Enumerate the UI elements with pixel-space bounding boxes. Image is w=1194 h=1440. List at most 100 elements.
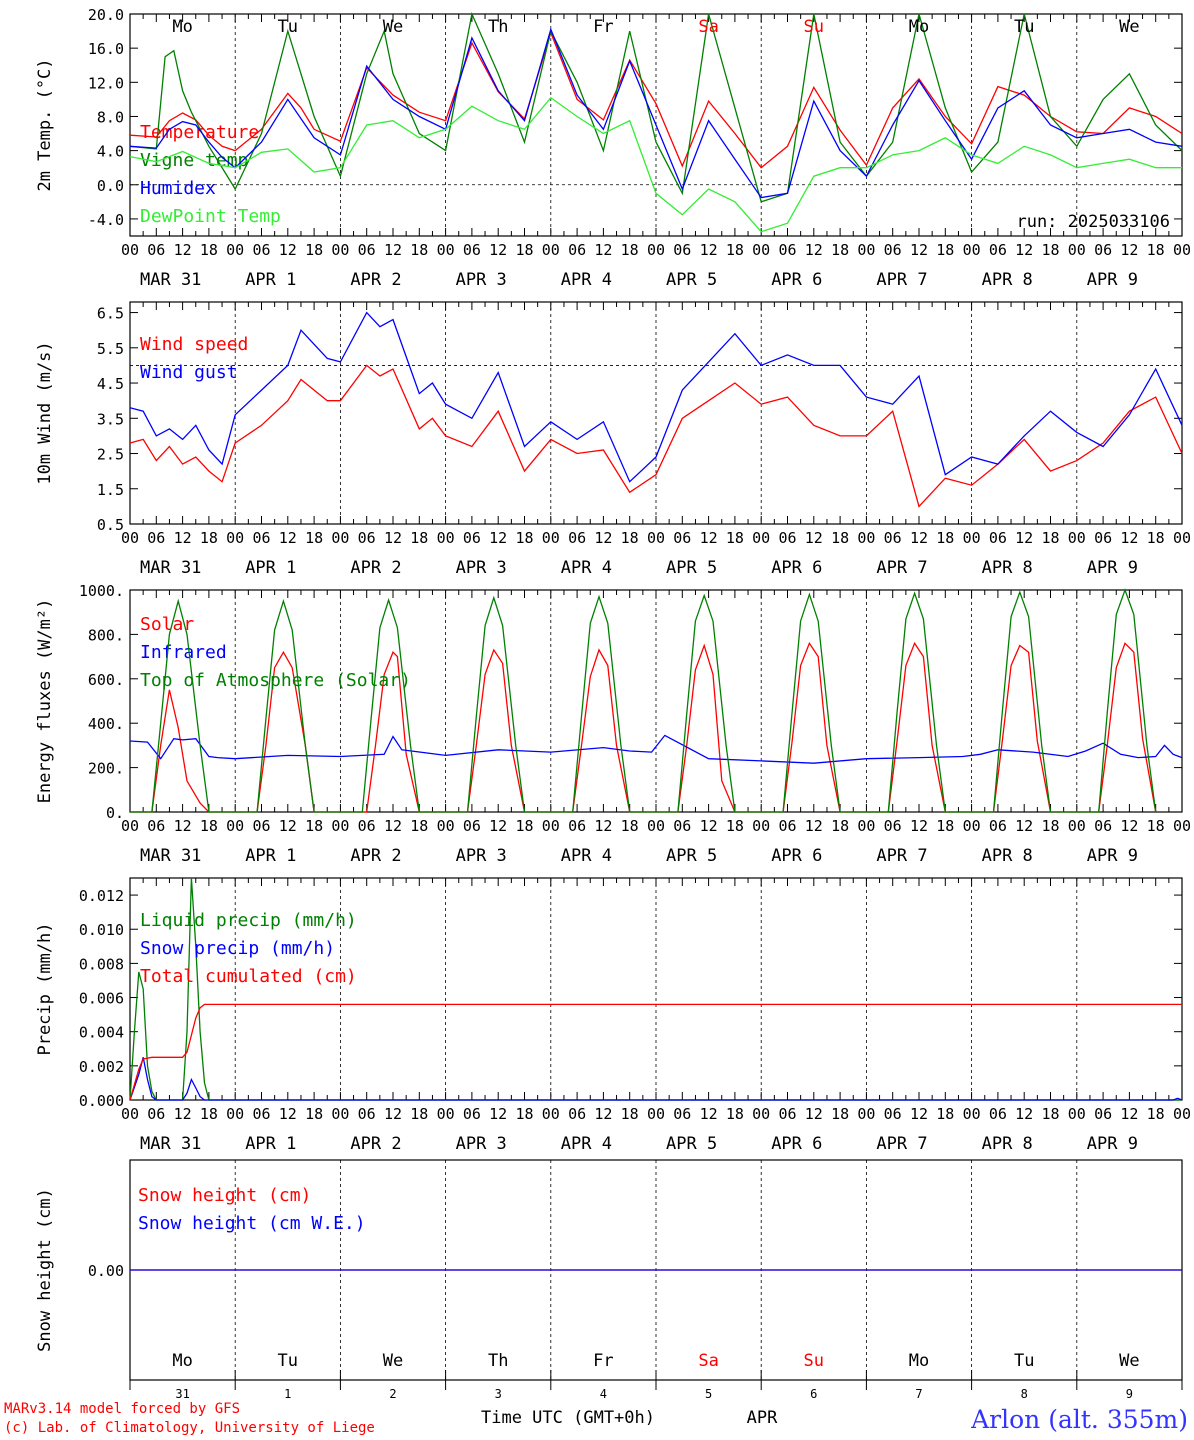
y-tick-label: 400. <box>88 715 124 733</box>
date-label: APR 8 <box>982 270 1033 290</box>
date-label: APR 4 <box>561 558 612 578</box>
x-tick-label: 12 <box>910 241 928 259</box>
x-tick-label: 00 <box>331 817 349 835</box>
legend-entry: Solar <box>140 614 194 635</box>
weekday-label: We <box>1119 17 1139 37</box>
series-line-vigne-temp <box>129 11 1183 203</box>
date-label: APR 2 <box>350 1134 401 1154</box>
day-number: 1 <box>284 1387 291 1401</box>
legend-entry: Top of Atmosphere (Solar) <box>140 670 411 691</box>
x-tick-label: 18 <box>200 529 218 547</box>
x-tick-label: 06 <box>778 1105 796 1123</box>
date-label: APR 3 <box>456 1134 507 1154</box>
x-tick-label: 00 <box>857 529 875 547</box>
weekday-label: Mo <box>172 17 192 37</box>
date-label: APR 8 <box>982 846 1033 866</box>
x-tick-label: 12 <box>279 1105 297 1123</box>
x-tick-label: 18 <box>621 1105 639 1123</box>
x-tick-label: 18 <box>936 241 954 259</box>
x-tick-label: 12 <box>1015 529 1033 547</box>
x-tick-label: 00 <box>121 817 139 835</box>
x-tick-label: 06 <box>147 529 165 547</box>
weekday-label: Mo <box>909 17 929 37</box>
date-label: APR 7 <box>876 1134 927 1154</box>
x-tick-label: 06 <box>568 529 586 547</box>
x-tick-label: 18 <box>410 241 428 259</box>
series-line-infrared <box>129 734 1183 764</box>
x-tick-label: 12 <box>805 529 823 547</box>
x-tick-label: 06 <box>463 241 481 259</box>
weekday-label: Sa <box>698 17 718 37</box>
x-tick-label: 12 <box>384 1105 402 1123</box>
date-label: APR 3 <box>456 558 507 578</box>
y-axis-label: 10m Wind (m/s) <box>35 341 55 484</box>
x-tick-label: 00 <box>647 1105 665 1123</box>
x-tick-label: 18 <box>1147 529 1165 547</box>
weekday-label: Tu <box>278 17 298 37</box>
x-tick-label: 00 <box>226 529 244 547</box>
x-tick-label: 06 <box>778 817 796 835</box>
lab-credit: (c) Lab. of Climatology, University of L… <box>4 1420 375 1436</box>
day-number: 8 <box>1021 1387 1028 1401</box>
x-tick-label: 12 <box>805 817 823 835</box>
date-label: APR 6 <box>771 1134 822 1154</box>
y-tick-label: 0.012 <box>79 887 124 905</box>
x-tick-label: 12 <box>1120 817 1138 835</box>
x-tick-label: 18 <box>515 241 533 259</box>
x-tick-label: 06 <box>463 1105 481 1123</box>
y-axis-label: 2m Temp. (°C) <box>35 58 55 191</box>
x-tick-label: 00 <box>1173 241 1191 259</box>
x-tick-label: 12 <box>279 241 297 259</box>
x-tick-label: 06 <box>1094 1105 1112 1123</box>
x-tick-label: 00 <box>1173 817 1191 835</box>
x-tick-label: 12 <box>174 241 192 259</box>
x-tick-label: 12 <box>700 817 718 835</box>
date-label: APR 5 <box>666 846 717 866</box>
x-tick-label: 06 <box>1094 529 1112 547</box>
x-tick-label: 06 <box>252 529 270 547</box>
x-tick-label: 00 <box>542 241 560 259</box>
day-number: 6 <box>810 1387 817 1401</box>
y-tick-label: 0.00 <box>88 1262 124 1280</box>
date-label: APR 3 <box>456 846 507 866</box>
x-tick-label: 06 <box>358 1105 376 1123</box>
day-number: 7 <box>915 1387 922 1401</box>
x-tick-label: 18 <box>200 241 218 259</box>
x-tick-label: 12 <box>384 241 402 259</box>
x-tick-label: 18 <box>621 817 639 835</box>
x-tick-label: 18 <box>200 817 218 835</box>
x-tick-label: 12 <box>700 529 718 547</box>
weekday-label: Mo <box>909 1351 929 1371</box>
x-tick-label: 18 <box>305 817 323 835</box>
date-label: APR 9 <box>1087 846 1138 866</box>
x-tick-label: 12 <box>279 817 297 835</box>
y-tick-label: 600. <box>88 671 124 689</box>
x-tick-label: 12 <box>489 1105 507 1123</box>
legend-entry: Temperature <box>140 122 259 143</box>
day-number: 4 <box>600 1387 607 1401</box>
panel-temp: 20.0 16.0 12.0 8.0 4.0 0.0 -4.0 2m Temp. (°C) Te… <box>35 6 1191 290</box>
x-tick-label: 18 <box>305 529 323 547</box>
day-number: 9 <box>1126 1387 1133 1401</box>
y-tick-label: 1.5 <box>97 481 124 499</box>
x-tick-label: 18 <box>515 1105 533 1123</box>
x-tick-label: 18 <box>1041 1105 1059 1123</box>
weekday-label: We <box>383 1351 403 1371</box>
y-tick-label: 0.010 <box>79 921 124 939</box>
y-tick-label: 0.000 <box>79 1092 124 1110</box>
x-tick-label: 18 <box>936 529 954 547</box>
x-tick-label: 06 <box>884 817 902 835</box>
x-tick-label: 18 <box>410 1105 428 1123</box>
date-label: APR 4 <box>561 1134 612 1154</box>
x-tick-label: 12 <box>489 529 507 547</box>
x-tick-label: 18 <box>726 1105 744 1123</box>
x-tick-label: 06 <box>252 1105 270 1123</box>
weekday-label: Su <box>804 17 824 37</box>
x-tick-label: 12 <box>805 241 823 259</box>
date-label: APR 5 <box>666 558 717 578</box>
x-tick-label: 06 <box>1094 241 1112 259</box>
x-tick-label: 06 <box>989 529 1007 547</box>
x-tick-label: 00 <box>752 817 770 835</box>
x-tick-label: 12 <box>1015 241 1033 259</box>
x-tick-label: 12 <box>384 529 402 547</box>
